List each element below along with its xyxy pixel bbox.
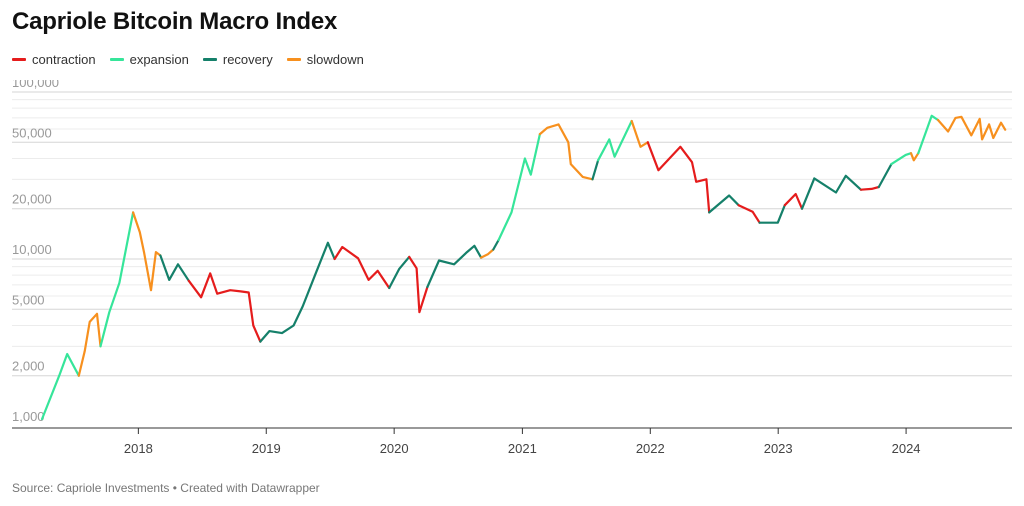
x-tick-label: 2024 xyxy=(892,441,921,456)
major-gridlines xyxy=(12,91,1012,377)
legend-label-slowdown: slowdown xyxy=(306,52,364,67)
series-line-expansion xyxy=(99,211,135,348)
series-line-contraction xyxy=(408,255,429,314)
legend-swatch-contraction xyxy=(12,58,26,61)
x-axis-ticks xyxy=(137,428,907,434)
series-line-slowdown xyxy=(630,119,649,148)
y-tick-label: 2,000 xyxy=(12,359,45,374)
source-note: Source: Capriole Investments • Created w… xyxy=(12,481,320,495)
legend-item-recovery: recovery xyxy=(202,52,273,67)
series-line-recovery xyxy=(877,162,893,189)
series-line-contraction xyxy=(737,204,761,224)
price-chart: 1,000 2,000 5,000 10,000 20,000 50,000 100,000… xyxy=(12,80,1012,456)
series-line-contraction xyxy=(859,185,880,191)
series-line-slowdown xyxy=(936,115,1007,141)
price-lines xyxy=(40,114,1007,421)
y-tick-label: 20,000 xyxy=(12,192,52,207)
series-line-slowdown xyxy=(77,312,102,377)
series-line-expansion xyxy=(890,152,913,166)
series-line-recovery xyxy=(708,194,740,214)
series-line-recovery xyxy=(800,174,863,210)
x-tick-label: 2022 xyxy=(636,441,665,456)
series-line-expansion xyxy=(917,114,940,155)
series-line-expansion xyxy=(596,119,633,162)
y-tick-label: 10,000 xyxy=(12,242,52,257)
series-line-slowdown xyxy=(480,248,495,259)
legend-label-contraction: contraction xyxy=(32,52,96,67)
legend-item-slowdown: slowdown xyxy=(286,52,364,67)
series-line-recovery xyxy=(159,254,190,282)
y-tick-label: 100,000 xyxy=(12,80,59,90)
series-line-recovery xyxy=(758,204,786,224)
series-line-recovery xyxy=(492,238,500,251)
series-line-expansion xyxy=(497,132,542,242)
legend-swatch-recovery xyxy=(202,58,217,61)
series-line-recovery xyxy=(591,159,600,181)
x-tick-label: 2023 xyxy=(764,441,793,456)
series-line-expansion xyxy=(40,352,80,421)
legend-label-recovery: recovery xyxy=(222,52,273,67)
series-line-recovery xyxy=(426,244,483,289)
legend-item-expansion: expansion xyxy=(109,52,189,67)
series-line-contraction xyxy=(187,272,262,343)
legend-swatch-expansion xyxy=(109,58,124,61)
y-tick-label: 1,000 xyxy=(12,409,45,424)
series-line-contraction xyxy=(333,245,391,290)
x-tick-label: 2018 xyxy=(124,441,153,456)
series-line-contraction xyxy=(646,141,711,214)
legend-item-contraction: contraction xyxy=(12,52,96,67)
series-line-recovery xyxy=(388,255,411,290)
legend-label-expansion: expansion xyxy=(129,52,189,67)
series-line-slowdown xyxy=(132,211,162,292)
y-axis-labels: 1,000 2,000 5,000 10,000 20,000 50,000 100,000 xyxy=(12,80,59,424)
y-tick-label: 5,000 xyxy=(12,292,45,307)
series-line-slowdown xyxy=(538,123,594,181)
x-tick-label: 2021 xyxy=(508,441,537,456)
x-axis-labels: 2018 2019 2020 2021 2022 2023 2024 xyxy=(124,441,921,456)
legend-swatch-slowdown xyxy=(286,58,301,61)
series-line-contraction xyxy=(783,192,804,210)
legend: contraction expansion recovery slowdown xyxy=(12,52,364,67)
series-line-recovery xyxy=(259,241,336,343)
series-line-slowdown xyxy=(909,152,920,162)
x-tick-label: 2020 xyxy=(380,441,409,456)
y-tick-label: 50,000 xyxy=(12,125,52,140)
chart-title: Capriole Bitcoin Macro Index xyxy=(12,8,338,35)
x-tick-label: 2019 xyxy=(252,441,281,456)
